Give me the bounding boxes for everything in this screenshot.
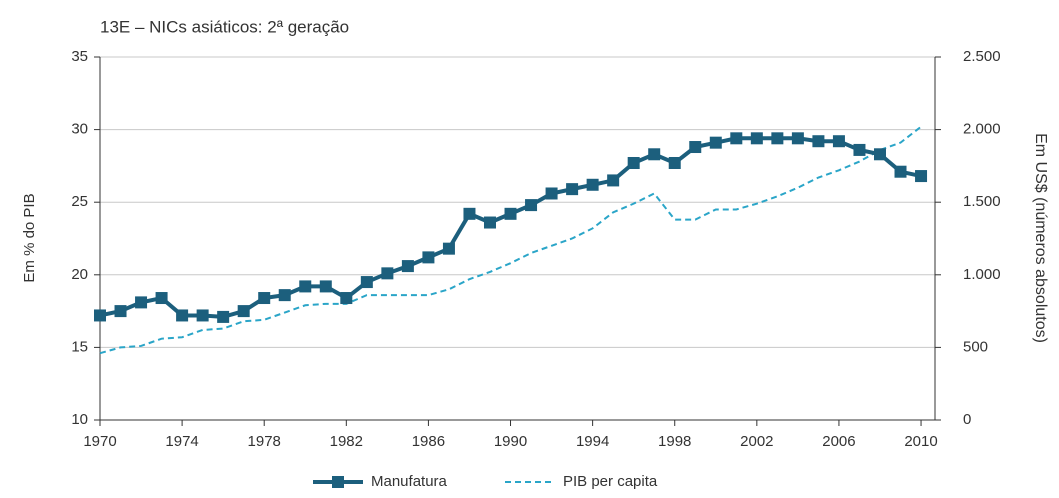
series-line — [99, 125, 922, 355]
y2-axis-label: Em US$ (números absolutos) — [1032, 133, 1049, 343]
y2-tick-label: 500 — [963, 338, 988, 355]
marker — [340, 292, 353, 305]
marker — [504, 207, 517, 220]
marker — [196, 309, 209, 322]
y-tick-label: 25 — [71, 193, 88, 210]
y-tick-label: 35 — [71, 48, 88, 65]
marker — [135, 296, 148, 309]
legend-marker — [332, 476, 344, 488]
marker — [525, 199, 538, 212]
y2-tick-label: 1.000 — [963, 266, 1001, 283]
y-tick-label: 20 — [71, 266, 88, 283]
marker — [299, 280, 312, 293]
y-tick-label: 15 — [71, 338, 88, 355]
y-tick-label: 10 — [71, 411, 88, 428]
marker — [689, 141, 702, 154]
marker — [709, 136, 722, 149]
marker — [442, 242, 455, 255]
x-tick-label: 1994 — [576, 433, 609, 450]
marker — [791, 132, 804, 145]
marker — [607, 174, 620, 187]
marker — [832, 135, 845, 148]
marker — [648, 148, 661, 161]
marker — [237, 305, 250, 318]
marker — [668, 156, 681, 169]
marker — [627, 156, 640, 169]
series-line — [99, 136, 922, 319]
y-tick-label: 30 — [71, 121, 88, 138]
marker — [873, 148, 886, 161]
x-tick-label: 1986 — [412, 433, 445, 450]
marker — [463, 207, 476, 220]
marker — [278, 289, 291, 302]
chart-title: 13E – NICs asiáticos: 2ª geração — [100, 17, 349, 36]
marker — [258, 292, 271, 305]
marker — [545, 187, 558, 200]
marker — [94, 309, 106, 322]
marker — [483, 216, 496, 229]
marker — [381, 267, 394, 280]
marker — [217, 310, 230, 323]
x-tick-label: 2006 — [822, 433, 855, 450]
marker — [853, 143, 866, 156]
marker — [894, 165, 907, 178]
y2-tick-label: 2.500 — [963, 48, 1001, 65]
y2-tick-label: 1.500 — [963, 193, 1001, 210]
marker — [566, 183, 579, 196]
x-tick-label: 1978 — [248, 433, 281, 450]
legend-label: PIB per capita — [563, 473, 658, 490]
x-tick-label: 1998 — [658, 433, 691, 450]
marker — [176, 309, 189, 322]
x-tick-label: 1982 — [330, 433, 363, 450]
marker — [586, 178, 599, 191]
x-tick-label: 2002 — [740, 433, 773, 450]
y2-tick-label: 0 — [963, 411, 971, 428]
marker — [771, 132, 784, 145]
marker — [422, 251, 435, 264]
marker — [812, 135, 825, 148]
marker — [114, 305, 127, 318]
marker — [750, 132, 763, 145]
y-axis-label: Em % do PIB — [21, 193, 38, 282]
y2-tick-label: 2.000 — [963, 121, 1001, 138]
x-tick-label: 1990 — [494, 433, 527, 450]
x-tick-label: 1970 — [83, 433, 116, 450]
x-tick-label: 1974 — [165, 433, 198, 450]
marker — [360, 276, 373, 289]
legend-label: Manufatura — [371, 473, 448, 490]
marker — [730, 132, 743, 145]
x-tick-label: 2010 — [904, 433, 937, 450]
marker — [915, 170, 928, 183]
marker — [401, 260, 414, 273]
marker — [319, 280, 332, 293]
marker — [155, 292, 168, 305]
